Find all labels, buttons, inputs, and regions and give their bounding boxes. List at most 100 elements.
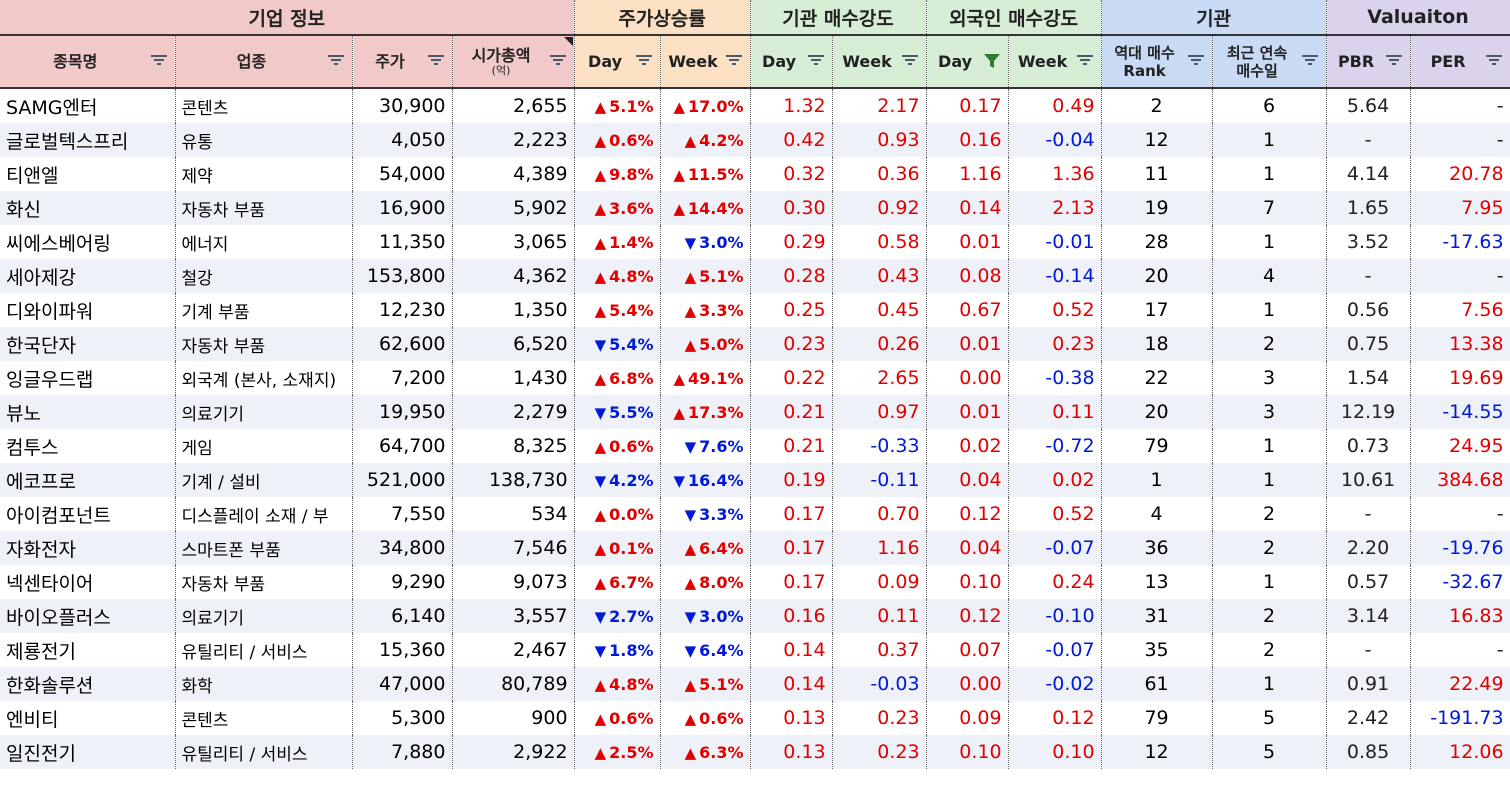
table-cell[interactable]: 0.70 (832, 497, 927, 531)
table-cell[interactable]: -14.55 (1410, 395, 1510, 429)
table-cell[interactable]: 7,546 (452, 531, 575, 565)
table-row[interactable]: 씨에스베어링 에너지 11,350 3,065 ▲ 1.4% ▼ 3.0% 0.29 0.58 0.… (0, 225, 1510, 259)
table-cell[interactable]: 0.17 (750, 565, 833, 599)
table-cell[interactable]: 에너지 (175, 225, 353, 259)
table-cell[interactable]: -0.07 (1008, 633, 1102, 667)
table-cell[interactable]: 20 (1101, 259, 1213, 293)
table-cell[interactable]: 1.54 (1326, 361, 1411, 395)
table-cell[interactable]: 0.01 (926, 225, 1009, 259)
table-cell[interactable]: 1 (1212, 157, 1327, 191)
column-header[interactable]: Day (574, 34, 661, 89)
table-cell[interactable]: 54,000 (352, 157, 453, 191)
table-cell[interactable]: - (1326, 497, 1411, 531)
table-cell[interactable]: 0.16 (926, 123, 1009, 157)
table-cell[interactable]: ▼ 5.4% (574, 327, 661, 361)
filter-icon[interactable] (724, 53, 744, 71)
filter-icon[interactable] (806, 53, 826, 71)
table-cell[interactable]: 2 (1212, 531, 1327, 565)
table-cell[interactable]: ▲ 6.4% (660, 531, 751, 565)
table-row[interactable]: 넥센타이어 자동차 부품 9,290 9,073 ▲ 6.7% ▲ 8.0% 0.17 0.09 0… (0, 565, 1510, 599)
table-cell[interactable]: 티앤엘 (0, 157, 176, 191)
table-cell[interactable]: 자동차 부품 (175, 191, 353, 225)
table-row[interactable]: SAMG엔터 콘텐츠 30,900 2,655 ▲ 5.1% ▲ 17.0% 1.32 2.17 0… (0, 88, 1510, 123)
table-cell[interactable]: -17.63 (1410, 225, 1510, 259)
table-cell[interactable]: 0.22 (750, 361, 833, 395)
table-cell[interactable]: ▲ 4.8% (574, 259, 661, 293)
table-cell[interactable]: 0.24 (1008, 565, 1102, 599)
table-cell[interactable]: 0.93 (832, 123, 927, 157)
table-cell[interactable]: ▼ 1.8% (574, 633, 661, 667)
table-cell[interactable]: - (1410, 88, 1510, 123)
table-cell[interactable]: 13 (1101, 565, 1213, 599)
table-cell[interactable]: 1 (1212, 429, 1327, 463)
filter-icon[interactable] (149, 53, 169, 71)
table-cell[interactable]: 0.12 (1008, 701, 1102, 735)
table-cell[interactable]: 7,880 (352, 735, 453, 769)
table-cell[interactable]: 12 (1101, 123, 1213, 157)
table-cell[interactable]: 스마트폰 부품 (175, 531, 353, 565)
table-cell[interactable]: 0.00 (926, 361, 1009, 395)
table-cell[interactable]: 0.17 (750, 497, 833, 531)
table-row[interactable]: 에코프로 기계 / 설비 521,000 138,730 ▼ 4.2% ▼ 16.4% 0.19… (0, 463, 1510, 497)
table-cell[interactable]: 64,700 (352, 429, 453, 463)
table-cell[interactable]: -0.11 (832, 463, 927, 497)
table-cell[interactable]: 씨에스베어링 (0, 225, 176, 259)
table-cell[interactable]: 0.32 (750, 157, 833, 191)
filter-icon[interactable] (426, 53, 446, 71)
table-cell[interactable]: 0.97 (832, 395, 927, 429)
table-cell[interactable]: 0.37 (832, 633, 927, 667)
table-cell[interactable]: 5,902 (452, 191, 575, 225)
table-cell[interactable]: ▲ 9.8% (574, 157, 661, 191)
table-cell[interactable]: 9,290 (352, 565, 453, 599)
table-cell[interactable]: ▲ 8.0% (660, 565, 751, 599)
table-cell[interactable]: 5,300 (352, 701, 453, 735)
table-row[interactable]: 엔비티 콘텐츠 5,300 900 ▲ 0.6% ▲ 0.6% 0.13 0.23 0.09 0.12… (0, 701, 1510, 735)
table-cell[interactable]: 0.23 (750, 327, 833, 361)
table-cell[interactable]: 0.11 (1008, 395, 1102, 429)
table-cell[interactable]: 13.38 (1410, 327, 1510, 361)
table-cell[interactable]: 외국계 (본사, 소재지) (175, 361, 353, 395)
table-cell[interactable]: 2 (1212, 599, 1327, 633)
table-cell[interactable]: 기계 부품 (175, 293, 353, 327)
table-cell[interactable]: 2,467 (452, 633, 575, 667)
table-cell[interactable]: 6 (1212, 88, 1327, 123)
table-cell[interactable]: 11,350 (352, 225, 453, 259)
table-cell[interactable]: 의료기기 (175, 599, 353, 633)
table-cell[interactable]: 4 (1212, 259, 1327, 293)
table-cell[interactable]: ▲ 5.1% (574, 88, 661, 123)
table-cell[interactable]: -0.01 (1008, 225, 1102, 259)
table-cell[interactable]: ▲ 4.2% (660, 123, 751, 157)
table-cell[interactable]: 2.42 (1326, 701, 1411, 735)
table-cell[interactable]: ▲ 4.8% (574, 667, 661, 701)
table-cell[interactable]: 유틸리티 / 서비스 (175, 735, 353, 769)
table-row[interactable]: 화신 자동차 부품 16,900 5,902 ▲ 3.6% ▲ 14.4% 0.30 0.92 0.… (0, 191, 1510, 225)
table-cell[interactable]: ▲ 17.3% (660, 395, 751, 429)
table-cell[interactable]: 12,230 (352, 293, 453, 327)
table-cell[interactable]: ▲ 1.4% (574, 225, 661, 259)
table-cell[interactable]: -0.04 (1008, 123, 1102, 157)
column-header[interactable]: 주가 (352, 34, 453, 89)
table-cell[interactable]: 0.14 (750, 667, 833, 701)
table-row[interactable]: 제룡전기 유틸리티 / 서비스 15,360 2,467 ▼ 1.8% ▼ 6.4% 0.14 0… (0, 633, 1510, 667)
table-cell[interactable]: 한국단자 (0, 327, 176, 361)
table-cell[interactable]: -191.73 (1410, 701, 1510, 735)
table-cell[interactable]: - (1410, 123, 1510, 157)
table-cell[interactable]: 31 (1101, 599, 1213, 633)
table-cell[interactable]: 0.45 (832, 293, 927, 327)
table-cell[interactable]: 뷰노 (0, 395, 176, 429)
table-cell[interactable]: 0.10 (1008, 735, 1102, 769)
table-row[interactable]: 자화전자 스마트폰 부품 34,800 7,546 ▲ 0.1% ▲ 6.4% 0.17 1.16… (0, 531, 1510, 565)
table-cell[interactable]: 5.64 (1326, 88, 1411, 123)
table-cell[interactable]: 47,000 (352, 667, 453, 701)
table-cell[interactable]: 8,325 (452, 429, 575, 463)
table-cell[interactable]: 유틸리티 / 서비스 (175, 633, 353, 667)
table-cell[interactable]: 7,200 (352, 361, 453, 395)
table-cell[interactable]: 22.49 (1410, 667, 1510, 701)
table-cell[interactable]: 0.43 (832, 259, 927, 293)
table-cell[interactable]: 61 (1101, 667, 1213, 701)
table-cell[interactable]: ▼ 3.0% (660, 225, 751, 259)
table-cell[interactable]: 4,050 (352, 123, 453, 157)
table-cell[interactable]: 153,800 (352, 259, 453, 293)
table-cell[interactable]: 2,279 (452, 395, 575, 429)
table-cell[interactable]: ▲ 11.5% (660, 157, 751, 191)
